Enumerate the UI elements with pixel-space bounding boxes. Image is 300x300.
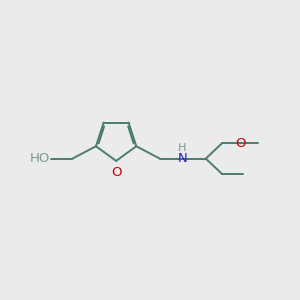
- Text: H: H: [178, 143, 186, 153]
- Text: O: O: [111, 166, 122, 179]
- Text: HO: HO: [29, 152, 50, 165]
- Text: N: N: [178, 152, 188, 165]
- Text: O: O: [235, 137, 245, 150]
